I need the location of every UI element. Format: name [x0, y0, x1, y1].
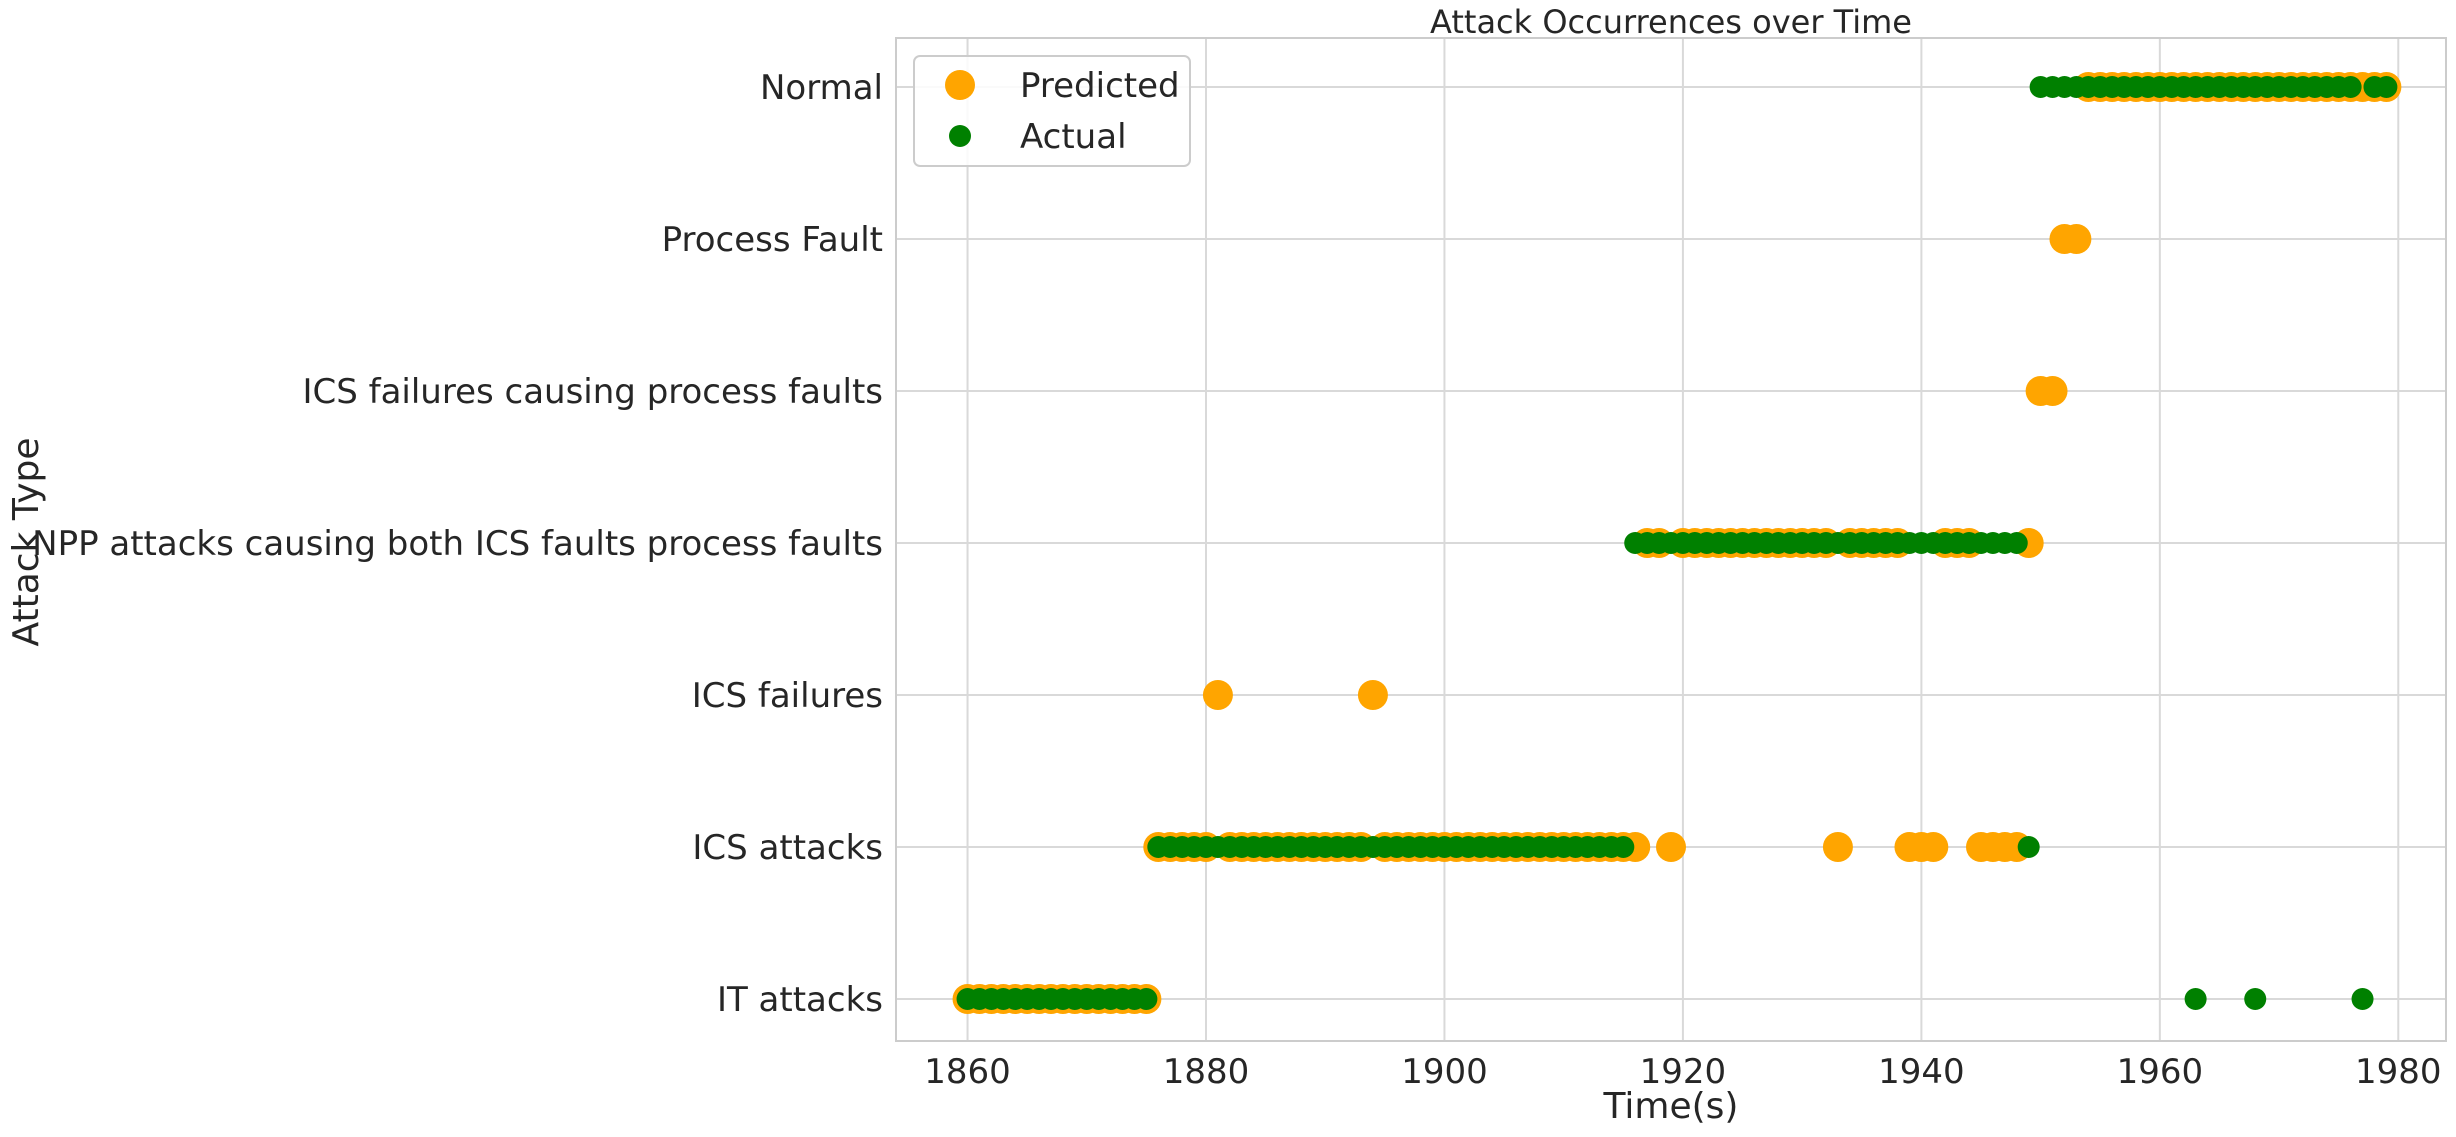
actual-point	[2351, 988, 2374, 1010]
y-tick-label: Process Fault	[662, 220, 883, 260]
legend-box	[913, 55, 1191, 167]
x-tick-label: 1980	[2355, 1052, 2442, 1092]
y-tick-label: IT attacks	[717, 980, 883, 1020]
legend-actual-label: Actual	[1020, 117, 1127, 157]
actual-point	[2375, 76, 2398, 98]
x-axis-label: Time(s)	[1603, 1086, 1739, 1127]
plot-frame	[895, 37, 2447, 1042]
predicted-point	[1822, 832, 1853, 862]
actual-point	[2184, 988, 2207, 1010]
actual-point	[1612, 836, 1635, 858]
actual-series	[956, 76, 2398, 1010]
x-tick-label: 1960	[2117, 1052, 2204, 1092]
x-tick-label: 1920	[1640, 1052, 1727, 1092]
predicted-point	[2037, 376, 2068, 406]
predicted-point	[1202, 680, 1233, 710]
actual-point	[1135, 988, 1158, 1010]
predicted-point	[1357, 680, 1388, 710]
y-tick-label: NPP attacks causing both ICS faults proc…	[32, 524, 883, 564]
predicted-point	[2061, 224, 2092, 254]
actual-point	[2244, 988, 2267, 1010]
actual-point	[2017, 836, 2040, 858]
y-tick-label: ICS failures	[692, 676, 883, 716]
y-tick-labels: IT attacks ICS attacks ICS failures NPP att…	[32, 68, 883, 1020]
predicted-point	[1656, 832, 1686, 862]
legend: Predicted Actual	[913, 55, 1191, 167]
x-tick-label: 1900	[1401, 1052, 1488, 1092]
y-tick-label: ICS attacks	[692, 828, 883, 868]
chart-title: Attack Occurrences over Time	[1430, 3, 1912, 41]
y-tick-label: Normal	[760, 68, 883, 108]
legend-predicted-label: Predicted	[1020, 66, 1180, 106]
y-tick-label: ICS failures causing process faults	[302, 372, 883, 412]
x-tick-label: 1860	[924, 1052, 1011, 1092]
predicted-point	[1918, 832, 1949, 862]
legend-predicted-marker	[945, 70, 975, 100]
actual-point	[2339, 76, 2362, 98]
actual-point	[2005, 532, 2028, 554]
legend-actual-marker	[949, 125, 971, 147]
y-axis-label: Attack Type	[6, 437, 47, 646]
x-tick-label: 1880	[1163, 1052, 1250, 1092]
x-tick-labels: 1860 1880 1900 1920 1940 1960 1980	[924, 1052, 2441, 1092]
x-tick-label: 1940	[1878, 1052, 1965, 1092]
